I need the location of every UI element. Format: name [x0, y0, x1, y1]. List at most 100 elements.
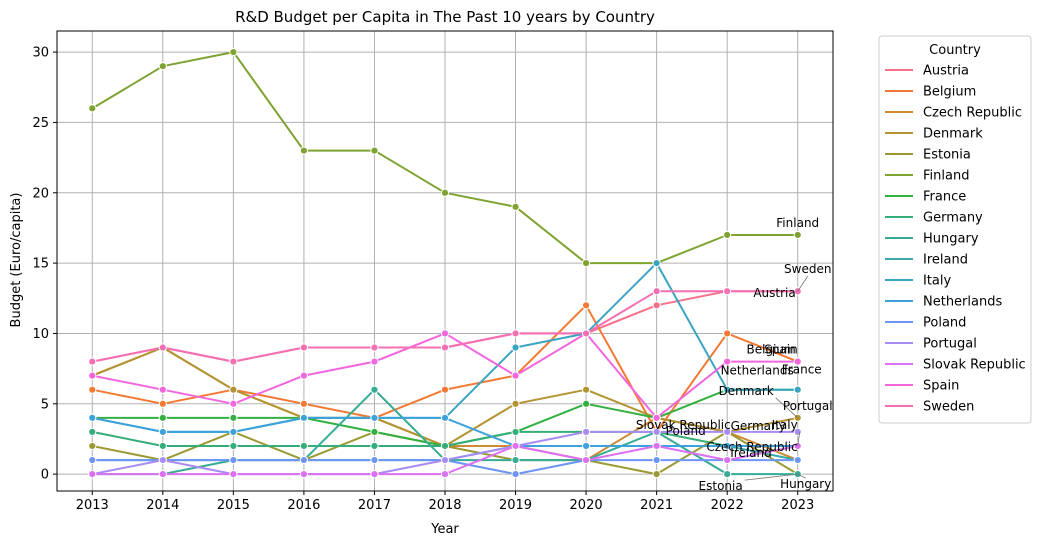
data-point — [723, 329, 732, 338]
data-point — [370, 343, 379, 352]
legend-item: Slovak Republic — [885, 358, 1026, 373]
annotation-label: Austria — [753, 286, 795, 300]
legend-label: Denmark — [923, 127, 983, 142]
annotation-label: Hungary — [780, 477, 831, 491]
data-point — [440, 329, 450, 338]
data-point — [511, 329, 520, 338]
data-point — [440, 455, 450, 465]
data-point — [229, 470, 238, 479]
data-point — [88, 385, 97, 394]
data-point — [88, 104, 97, 113]
legend-label: Sweden — [923, 400, 974, 415]
series-lines — [88, 48, 802, 479]
data-point — [652, 441, 661, 451]
data-point — [652, 470, 661, 479]
data-point — [299, 470, 309, 479]
legend-title: Country — [929, 43, 981, 58]
data-point — [229, 413, 238, 422]
annotation-label: Belgium — [747, 343, 796, 357]
legend-item: Czech Republic — [885, 106, 1022, 121]
data-point — [723, 287, 732, 296]
legend-label: Spain — [923, 379, 959, 394]
legend-label: Hungary — [923, 232, 979, 247]
y-tick-label: 20 — [32, 186, 49, 201]
x-tick-label: 2023 — [781, 498, 814, 513]
legend-item: Denmark — [885, 127, 983, 142]
legend-item: Portugal — [885, 337, 977, 352]
data-point — [370, 470, 379, 479]
data-point — [581, 427, 591, 437]
data-point — [581, 259, 591, 268]
annotation-label: Portugal — [783, 399, 833, 413]
data-point — [229, 441, 238, 451]
legend-item: Spain — [885, 379, 959, 394]
data-point — [299, 371, 309, 380]
data-point — [511, 343, 520, 352]
data-point — [511, 202, 520, 211]
legend-label: Austria — [923, 64, 969, 79]
data-point — [581, 329, 591, 338]
legend-label: Netherlands — [923, 295, 1002, 310]
legend-item: Netherlands — [885, 295, 1002, 310]
x-axis-label: Year — [430, 522, 459, 537]
x-tick-label: 2022 — [711, 498, 744, 513]
data-point — [793, 385, 802, 394]
data-point — [723, 441, 732, 451]
y-axis-label: Budget (Euro/capita) — [9, 193, 24, 328]
data-point — [88, 413, 97, 422]
data-point — [158, 343, 167, 352]
data-point — [158, 427, 167, 437]
series-slovak-republic — [88, 441, 802, 479]
data-point — [581, 399, 591, 408]
legend-label: Poland — [923, 316, 966, 331]
data-point — [511, 427, 520, 437]
legend-label: France — [923, 190, 966, 205]
data-point — [793, 357, 802, 366]
data-point — [158, 385, 167, 394]
x-tick-label: 2017 — [358, 498, 391, 513]
series-spain — [88, 329, 802, 422]
data-point — [581, 455, 591, 465]
data-point — [652, 301, 661, 310]
data-point — [581, 441, 591, 451]
data-point — [793, 455, 802, 465]
legend-item: Austria — [885, 64, 969, 79]
legend-label: Belgium — [923, 85, 976, 100]
legend-label: Estonia — [923, 148, 971, 163]
annotation-leader — [797, 276, 809, 292]
annotation-label: Finland — [776, 216, 819, 230]
x-tick-label: 2015 — [217, 498, 250, 513]
data-point — [723, 470, 732, 479]
data-point — [158, 413, 167, 422]
data-point — [88, 455, 97, 465]
legend-label: Germany — [923, 211, 983, 226]
annotation-label: France — [782, 363, 822, 377]
data-point — [723, 357, 732, 366]
data-point — [440, 343, 450, 352]
data-point — [793, 230, 802, 240]
axis-ticks: 2013 2014 2015 2016 2017 2018 2019 2020 2021 2022… — [32, 46, 814, 513]
data-point — [652, 427, 661, 437]
annotation-label: Denmark — [719, 384, 774, 398]
x-tick-label: 2014 — [146, 498, 179, 513]
x-tick-label: 2021 — [640, 498, 673, 513]
data-point — [88, 357, 97, 366]
y-tick-label: 30 — [32, 46, 49, 61]
y-tick-label: 15 — [32, 257, 49, 272]
annotation-leader — [797, 431, 801, 447]
legend-item: Belgium — [885, 85, 976, 100]
data-point — [511, 371, 520, 380]
data-point — [299, 441, 309, 451]
legend-item: Hungary — [885, 232, 979, 247]
data-point — [158, 62, 167, 71]
data-point — [299, 455, 309, 465]
data-point — [88, 371, 97, 380]
annotation-leader — [744, 473, 798, 481]
data-point — [88, 470, 97, 479]
data-point — [511, 399, 520, 408]
data-point — [299, 343, 309, 352]
data-point — [229, 48, 238, 57]
